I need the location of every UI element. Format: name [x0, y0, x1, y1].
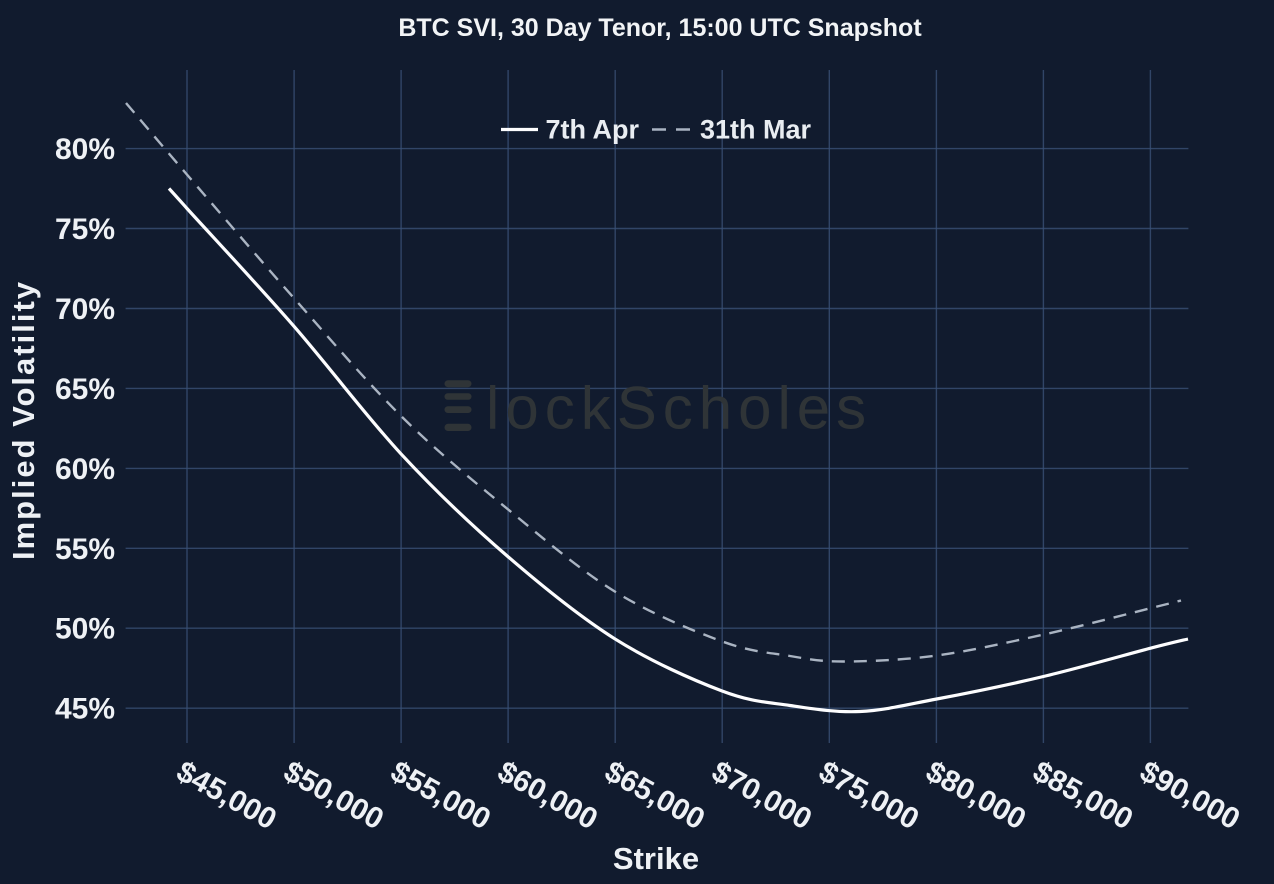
svg-text:31th Mar: 31th Mar	[700, 115, 812, 145]
svg-text:Implied Volatility: Implied Volatility	[6, 280, 41, 560]
svg-text:7th Apr: 7th Apr	[546, 115, 640, 145]
svg-text:lockScholes: lockScholes	[486, 375, 872, 442]
svg-text:70%: 70%	[55, 293, 115, 326]
svg-text:Strike: Strike	[613, 841, 699, 876]
svg-text:80%: 80%	[55, 133, 115, 166]
svg-text:45%: 45%	[55, 693, 115, 726]
svg-text:75%: 75%	[55, 213, 115, 246]
svg-text:55%: 55%	[55, 533, 115, 566]
svg-text:50%: 50%	[55, 613, 115, 646]
svg-text:60%: 60%	[55, 453, 115, 486]
svg-text:65%: 65%	[55, 373, 115, 406]
svg-text:BTC SVI, 30 Day Tenor, 15:00 U: BTC SVI, 30 Day Tenor, 15:00 UTC Snapsho…	[398, 14, 922, 42]
